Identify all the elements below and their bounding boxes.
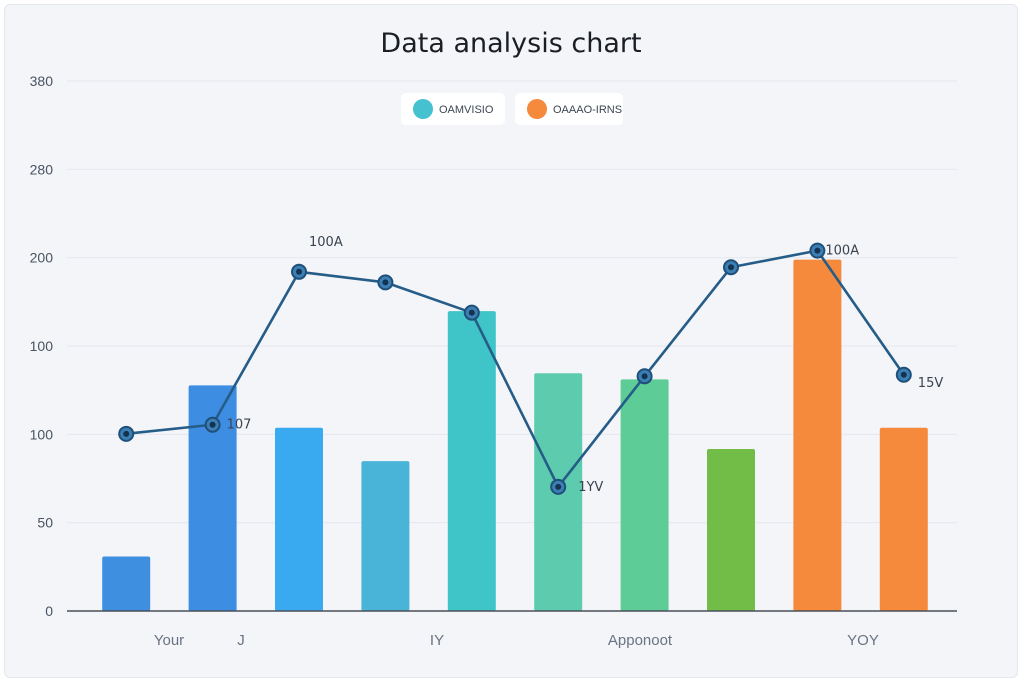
legend-label: OAAAO-IRNS <box>553 104 622 116</box>
x-tick-label: J <box>237 632 245 649</box>
bar <box>620 379 669 611</box>
x-axis-ticks: Your J IY Apponoot YOY <box>154 632 879 649</box>
line-point-core <box>296 268 302 275</box>
bar-series <box>102 259 928 611</box>
line-point-core <box>209 421 216 428</box>
data-label: 107 <box>227 418 252 433</box>
bar <box>188 385 237 611</box>
bar <box>361 461 410 611</box>
line-point-core <box>641 373 648 380</box>
y-tick-label: 280 <box>30 161 54 177</box>
bar <box>707 448 755 611</box>
data-label: 1YV <box>578 480 603 495</box>
line-point-core <box>555 483 562 490</box>
bar <box>102 556 151 611</box>
line-point-core <box>123 430 130 437</box>
x-tick-label: IY <box>430 632 444 649</box>
y-tick-label: 100 <box>30 338 54 354</box>
y-tick-label: 380 <box>30 73 54 89</box>
bar <box>793 259 842 611</box>
data-label: 100A <box>825 244 859 259</box>
data-labels: 107 100A 1YV 100A 15V <box>227 235 944 495</box>
chart-frame: Data analysis chart 0 50 100 100 200 280 380 O… <box>4 4 1018 678</box>
line-point-core <box>382 279 389 286</box>
legend-swatch-teal <box>413 99 433 119</box>
bar <box>275 427 323 611</box>
bar <box>879 427 928 611</box>
line-path <box>126 249 905 489</box>
x-tick-label: Apponoot <box>608 632 673 649</box>
y-tick-label: 100 <box>30 426 54 442</box>
line-point-core <box>468 309 475 316</box>
legend-label: OAMVISIO <box>439 104 494 116</box>
data-label: 15V <box>918 376 944 391</box>
line-point-core <box>814 247 821 254</box>
bar-line-chart: Data analysis chart 0 50 100 100 200 280 380 O… <box>30 28 957 649</box>
legend-swatch-orange <box>527 99 547 119</box>
legend: OAMVISIO OAAAO-IRNS <box>401 93 623 125</box>
y-axis-ticks: 0 50 100 100 200 280 380 <box>30 73 54 619</box>
x-tick-label: Your <box>154 632 184 649</box>
line-series <box>118 242 912 495</box>
y-tick-label: 0 <box>45 603 53 619</box>
x-tick-label: YOY <box>847 632 879 649</box>
y-tick-label: 200 <box>30 250 54 266</box>
line-point-core <box>900 371 907 378</box>
line-point-core <box>728 264 734 271</box>
chart-title: Data analysis chart <box>380 28 641 59</box>
bar <box>447 311 496 611</box>
data-label: 100A <box>309 235 343 250</box>
y-tick-label: 50 <box>37 515 53 531</box>
